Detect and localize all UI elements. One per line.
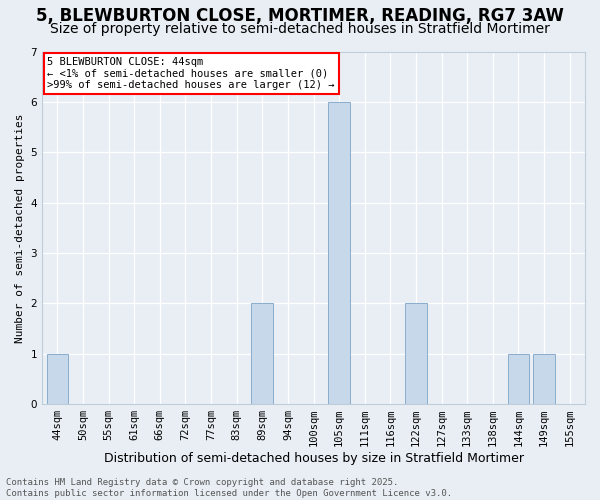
Text: 5 BLEWBURTON CLOSE: 44sqm
← <1% of semi-detached houses are smaller (0)
>99% of : 5 BLEWBURTON CLOSE: 44sqm ← <1% of semi-… — [47, 57, 335, 90]
Y-axis label: Number of semi-detached properties: Number of semi-detached properties — [15, 113, 25, 342]
Bar — [405, 304, 427, 404]
Bar — [47, 354, 68, 404]
Bar — [533, 354, 555, 404]
Text: Size of property relative to semi-detached houses in Stratfield Mortimer: Size of property relative to semi-detach… — [50, 22, 550, 36]
X-axis label: Distribution of semi-detached houses by size in Stratfield Mortimer: Distribution of semi-detached houses by … — [104, 452, 524, 465]
Bar — [328, 102, 350, 404]
Text: 5, BLEWBURTON CLOSE, MORTIMER, READING, RG7 3AW: 5, BLEWBURTON CLOSE, MORTIMER, READING, … — [36, 8, 564, 26]
Text: Contains HM Land Registry data © Crown copyright and database right 2025.
Contai: Contains HM Land Registry data © Crown c… — [6, 478, 452, 498]
Bar — [251, 304, 273, 404]
Bar — [508, 354, 529, 404]
